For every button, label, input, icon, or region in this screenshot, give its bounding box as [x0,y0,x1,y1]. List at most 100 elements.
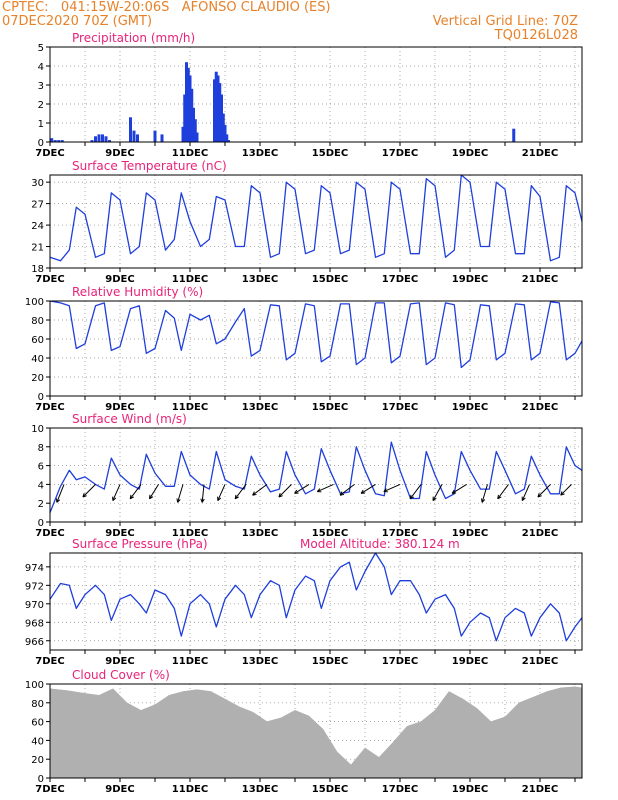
precip-bar [94,136,97,142]
wind-arrow [56,484,65,503]
temp-ytick-label: 30 [31,178,44,189]
wind-arrow-head [56,498,61,503]
rh-xtick-label: 11DEC [172,402,208,413]
precip-ytick-label: 0 [38,138,44,149]
precip-ytick-label: 5 [38,43,44,54]
wind-arrow-head [451,489,457,494]
cloud-ytick-label: 20 [31,755,44,766]
precip-title: Precipitation (mm/h) [72,31,195,45]
wind-arrow-head [537,493,542,498]
cloud-ytick-label: 40 [31,736,44,747]
precip-xtick-label: 7DEC [35,148,64,159]
precip-bar [132,130,136,142]
precip-bar [193,119,197,142]
wind-arrow-head [316,488,322,493]
wind-xtick-label: 11DEC [172,528,208,539]
rh-title: Relative Humidity (%) [72,285,203,299]
rh-ytick-label: 60 [31,335,44,346]
cloud-xtick-label: 15DEC [312,784,348,795]
wind-xtick-label: 7DEC [35,528,64,539]
wind-xtick-label: 19DEC [452,528,488,539]
precip-bar [108,140,111,142]
precip-bar [90,140,94,142]
precip-bar [218,83,222,142]
wind-arrow [234,484,247,500]
temp-title: Surface Temperature (nC) [72,159,227,173]
precip-bar [192,107,195,142]
header-grid-note: Vertical Grid Line: 70Z [432,14,578,29]
precip-xtick-label: 19DEC [452,148,488,159]
wind-arrow [317,483,334,493]
wind-ytick-label: 4 [38,480,44,491]
wind-arrow [82,484,96,498]
wind-xtick-label: 17DEC [382,528,418,539]
precip-xtick-label: 13DEC [242,148,278,159]
wind-arrow [521,484,530,501]
temp-ytick-label: 18 [31,264,44,275]
precip-bar [153,130,157,142]
press-line [49,552,583,642]
precip-bar [213,79,216,142]
cloud-xtick-label: 17DEC [382,784,418,795]
header-model-id: TQ0126L028 [494,28,578,43]
wind-arrow [497,484,509,500]
temp-xtick-label: 9DEC [105,274,134,285]
cloud-ytick-label: 0 [38,774,44,785]
wind-ytick-label: 8 [38,443,44,454]
precip-bar [50,138,54,142]
cloud-area [49,686,583,779]
wind-arrow-head [480,498,486,503]
wind-arrow-head [112,496,117,501]
press-xtick-label: 15DEC [312,656,348,667]
press-ytick-label: 968 [25,618,44,629]
wind-xtick-label: 15DEC [312,528,348,539]
temp-xtick-label: 11DEC [172,274,208,285]
precip-xtick-label: 15DEC [312,148,348,159]
cloud-ytick-label: 60 [31,718,44,729]
wind-arrow-head [176,498,181,503]
precip-bar [181,126,185,142]
wind-xtick-label: 21DEC [522,528,558,539]
wind-line [49,441,583,513]
wind-arrow-head [252,491,257,496]
rh-xtick-label: 21DEC [522,402,558,413]
cloud-xtick-label: 7DEC [35,784,64,795]
cloud-ytick-label: 100 [25,680,44,691]
precip-bar [216,75,220,142]
precip-xtick-label: 9DEC [105,148,134,159]
header-line1: CPTEC: 041:15W-20:06S AFONSO CLAUDIO (ES… [2,0,331,15]
precip-xtick-label: 11DEC [172,148,208,159]
cloud-frame [49,683,583,779]
wind-ytick-label: 10 [31,424,44,435]
precip-xtick-label: 17DEC [382,148,418,159]
wind-ytick-label: 6 [38,462,44,473]
precip-bar [223,124,227,142]
wind-xtick-label: 9DEC [105,528,134,539]
wind-arrow [560,484,572,496]
precip-bar [185,62,188,143]
temp-line [49,174,583,262]
press-xtick-label: 9DEC [105,656,134,667]
rh-xtick-label: 17DEC [382,402,418,413]
temp-ytick-label: 21 [31,243,44,254]
press-ytick-label: 966 [25,637,44,648]
wind-xtick-label: 13DEC [242,528,278,539]
wind-arrow-head [432,496,437,502]
precip-bar [220,94,223,142]
rh-xtick-label: 9DEC [105,402,134,413]
precip-bar [60,140,64,142]
precip-bar [188,75,192,142]
wind-arrow-head [82,493,87,498]
cloud-xtick-label: 19DEC [452,784,488,795]
press-ytick-label: 970 [25,600,44,611]
precip-bar [183,94,187,142]
wind-arrow [252,483,268,496]
wind-arrow-head [497,494,502,500]
wind-title: Surface Wind (m/s) [72,412,187,426]
precip-bar [160,134,164,142]
rh-ytick-label: 0 [38,392,44,403]
wind-arrow [149,484,159,500]
precip-xtick-label: 21DEC [522,148,558,159]
precip-bar [225,134,229,142]
